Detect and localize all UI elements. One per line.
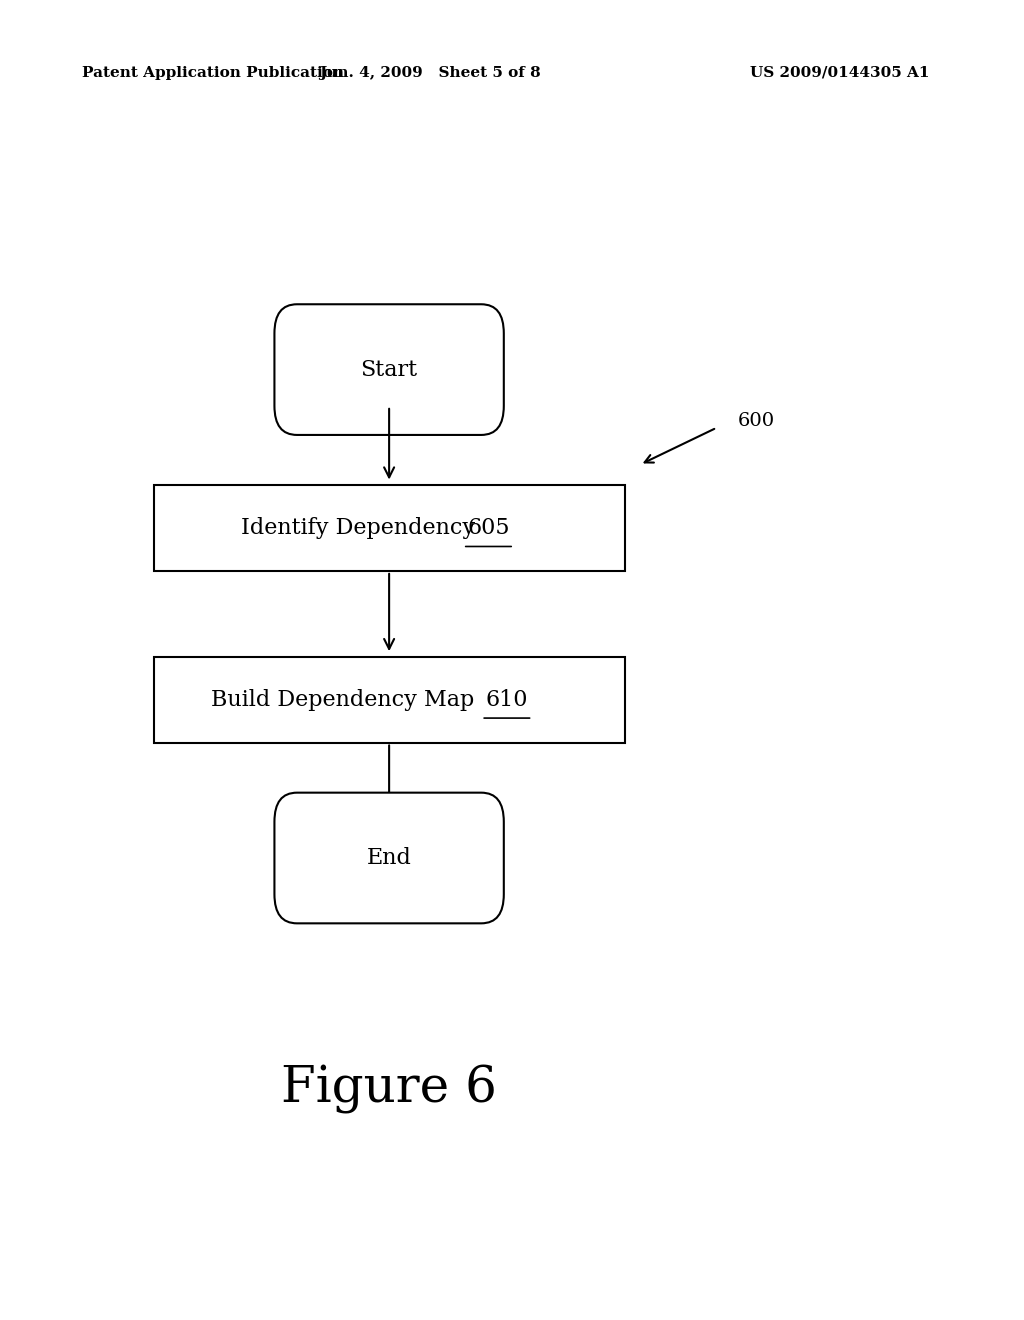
Text: Identify Dependency: Identify Dependency [242,517,475,539]
Text: Start: Start [360,359,418,380]
Text: 610: 610 [485,689,528,710]
Text: Figure 6: Figure 6 [282,1064,497,1114]
Text: 600: 600 [737,412,774,430]
FancyBboxPatch shape [154,484,625,570]
Text: US 2009/0144305 A1: US 2009/0144305 A1 [750,66,930,79]
Text: Patent Application Publication: Patent Application Publication [82,66,344,79]
Text: Jun. 4, 2009   Sheet 5 of 8: Jun. 4, 2009 Sheet 5 of 8 [319,66,541,79]
Text: Build Dependency Map: Build Dependency Map [211,689,475,710]
Text: End: End [367,847,412,869]
FancyBboxPatch shape [274,305,504,436]
FancyBboxPatch shape [154,657,625,742]
FancyBboxPatch shape [274,792,504,924]
Text: 605: 605 [467,517,510,539]
